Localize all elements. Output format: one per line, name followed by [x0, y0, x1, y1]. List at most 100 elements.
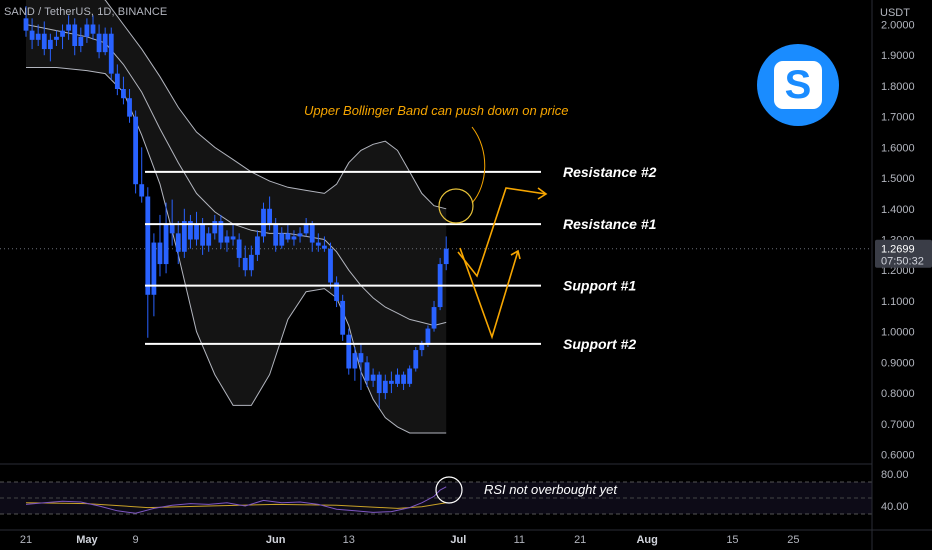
- currency-label: USDT: [880, 7, 910, 19]
- candle-body: [72, 24, 78, 46]
- price-tag-value: 1.2699: [881, 244, 915, 256]
- sandbox-logo-badge: S: [774, 61, 822, 109]
- candle-body: [35, 33, 41, 40]
- rsi-annotation-text: RSI not overbought yet: [484, 482, 618, 497]
- candle-body: [90, 24, 96, 34]
- y-tick-label: 0.9000: [881, 357, 915, 369]
- projection-arrow-down: [459, 247, 519, 340]
- x-tick-label: 21: [574, 534, 586, 546]
- candle-body: [285, 233, 291, 240]
- candle-body: [297, 233, 303, 237]
- candle-body: [29, 30, 35, 40]
- highlight-circle: [438, 188, 474, 224]
- candle-body: [194, 224, 199, 240]
- candle-body: [133, 116, 139, 185]
- level-label: Resistance #2: [563, 164, 657, 180]
- y-tick-label: 0.8000: [881, 388, 915, 400]
- candle-body: [303, 224, 309, 234]
- y-tick-label: 1.8000: [881, 81, 915, 93]
- rsi-tick-label: 80.00: [881, 469, 909, 481]
- candle-body: [395, 374, 400, 384]
- x-tick-label: 11: [514, 534, 525, 546]
- candle-body: [23, 18, 29, 31]
- rsi-highlight-circle: [435, 476, 463, 504]
- candle-body: [389, 380, 394, 384]
- candle-body: [66, 24, 72, 31]
- middle-band: [25, 24, 447, 327]
- candle-body: [419, 343, 425, 351]
- candle-body: [352, 353, 358, 369]
- candle-body: [175, 233, 181, 252]
- candle-body: [102, 33, 108, 53]
- x-tick-label: 9: [133, 534, 139, 546]
- candle-body: [261, 208, 266, 237]
- candle-body: [188, 221, 193, 240]
- x-tick-label: Jun: [266, 534, 286, 546]
- candle-body: [401, 374, 406, 384]
- candle-body: [78, 36, 84, 46]
- rsi-tick-label: 40.00: [881, 501, 909, 513]
- candle-body: [206, 233, 212, 246]
- candle-body: [328, 248, 333, 283]
- annotations: Upper Bollinger Band can push down on pr…: [304, 103, 569, 340]
- annotation-curve: [471, 126, 486, 204]
- candle-body: [407, 368, 413, 384]
- y-tick-label: 1.2000: [881, 265, 915, 277]
- candle-body: [443, 248, 449, 265]
- symbol-title[interactable]: SAND / TetherUS, 1D, BINANCE: [4, 6, 168, 18]
- candle-body: [151, 242, 157, 295]
- rsi-line: [25, 486, 447, 514]
- x-tick-label: May: [76, 534, 98, 546]
- candle-body: [358, 353, 364, 363]
- candle-body: [248, 254, 254, 271]
- sandbox-logo: S: [757, 44, 839, 126]
- candle-body: [236, 239, 242, 258]
- candle-body: [181, 221, 187, 252]
- candle-body: [218, 221, 224, 243]
- y-tick-label: 1.7000: [881, 112, 915, 124]
- candle-body: [382, 380, 388, 394]
- sandbox-logo-letter: S: [784, 63, 812, 107]
- candle-body: [315, 242, 321, 246]
- candle-body: [376, 374, 382, 394]
- candle-body: [425, 328, 431, 344]
- candle-body: [127, 98, 132, 117]
- y-tick-label: 0.6000: [881, 449, 915, 461]
- lower-band: [26, 67, 447, 434]
- candle-body: [60, 30, 65, 37]
- candle-body: [255, 236, 260, 255]
- candle-body: [413, 350, 419, 369]
- candle-body: [84, 24, 90, 37]
- candle-body: [47, 39, 53, 50]
- level-label: Support #2: [563, 336, 636, 352]
- candle-body: [145, 196, 151, 295]
- candle-body: [242, 257, 248, 271]
- x-tick-label: 13: [343, 534, 355, 546]
- candle-body: [54, 36, 59, 40]
- candle-body: [279, 233, 285, 246]
- bollinger-bands: [25, 0, 447, 434]
- level-label: Resistance #1: [563, 216, 657, 232]
- price-tag-countdown: 07:50:32: [881, 256, 924, 268]
- rsi-ma-line: [25, 502, 447, 509]
- projection-arrow-up: [457, 187, 547, 278]
- candle-body: [200, 224, 206, 246]
- y-tick-label: 1.1000: [881, 296, 915, 308]
- candle-body: [212, 221, 218, 234]
- candle-body: [139, 184, 145, 197]
- candle-body: [322, 245, 327, 249]
- arrowhead: [537, 187, 548, 200]
- candle-body: [163, 224, 169, 265]
- candle-body: [157, 242, 163, 265]
- candle-body: [273, 224, 279, 246]
- candle-body: [108, 33, 114, 74]
- y-tick-label: 1.6000: [881, 142, 915, 154]
- price-levels[interactable]: Resistance #2 Resistance #1 Support #1 Supp…: [145, 164, 657, 352]
- candle-body: [41, 33, 47, 50]
- candle-body: [114, 73, 120, 89]
- y-tick-label: 2.0000: [881, 20, 915, 32]
- band-annotation-text: Upper Bollinger Band can push down on pr…: [304, 103, 569, 118]
- candle-body: [169, 224, 175, 234]
- candle-body: [364, 362, 370, 381]
